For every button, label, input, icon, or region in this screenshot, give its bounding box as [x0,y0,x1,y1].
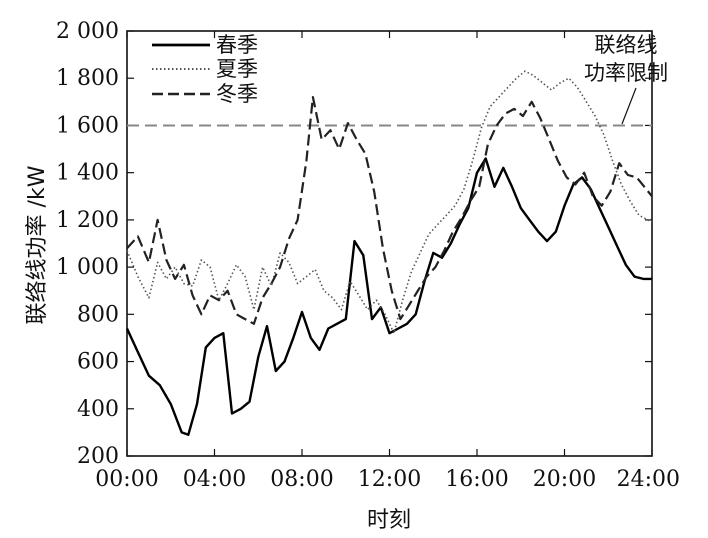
axes: 200 400 600 800 1 000 1 200 1 400 1 600 1 800 2 0… [56,19,680,492]
series-line-dashed [126,95,653,325]
y-tick-label: 2 000 [56,19,119,44]
series-lines [125,70,653,436]
series-line-dotted [126,70,653,335]
x-tick-label: 16:00 [445,467,508,492]
series-line-solid [125,157,652,436]
annotation-line-2: 功率限制 [584,61,668,85]
annotation-leader [621,87,637,125]
x-axis-title: 时刻 [367,508,411,533]
y-tick-label: 1 800 [56,66,119,91]
x-tick-label: 20:00 [533,467,596,492]
y-tick-label: 1 400 [56,161,119,186]
x-tick-label: 12:00 [358,467,421,492]
y-tick-label: 800 [77,302,119,327]
y-tick-label: 1 000 [56,255,119,280]
legend-label: 春季 [216,33,258,57]
legend-label: 冬季 [216,82,258,106]
y-tick-label: 400 [77,397,119,422]
y-axis-title: 联络线功率 /kW [25,165,50,324]
y-tick-label: 1 200 [56,208,119,233]
legend-label: 夏季 [216,57,258,81]
x-tick-label: 04:00 [183,467,246,492]
x-tick-label: 08:00 [270,467,333,492]
x-tick-label: 00:00 [95,467,158,492]
y-tick-label: 200 [77,444,119,469]
annotation-line-1: 联络线 [595,33,658,57]
x-tick-label: 24:00 [617,467,680,492]
y-tick-label: 1 600 [56,113,119,138]
y-tick-label: 600 [77,350,119,375]
